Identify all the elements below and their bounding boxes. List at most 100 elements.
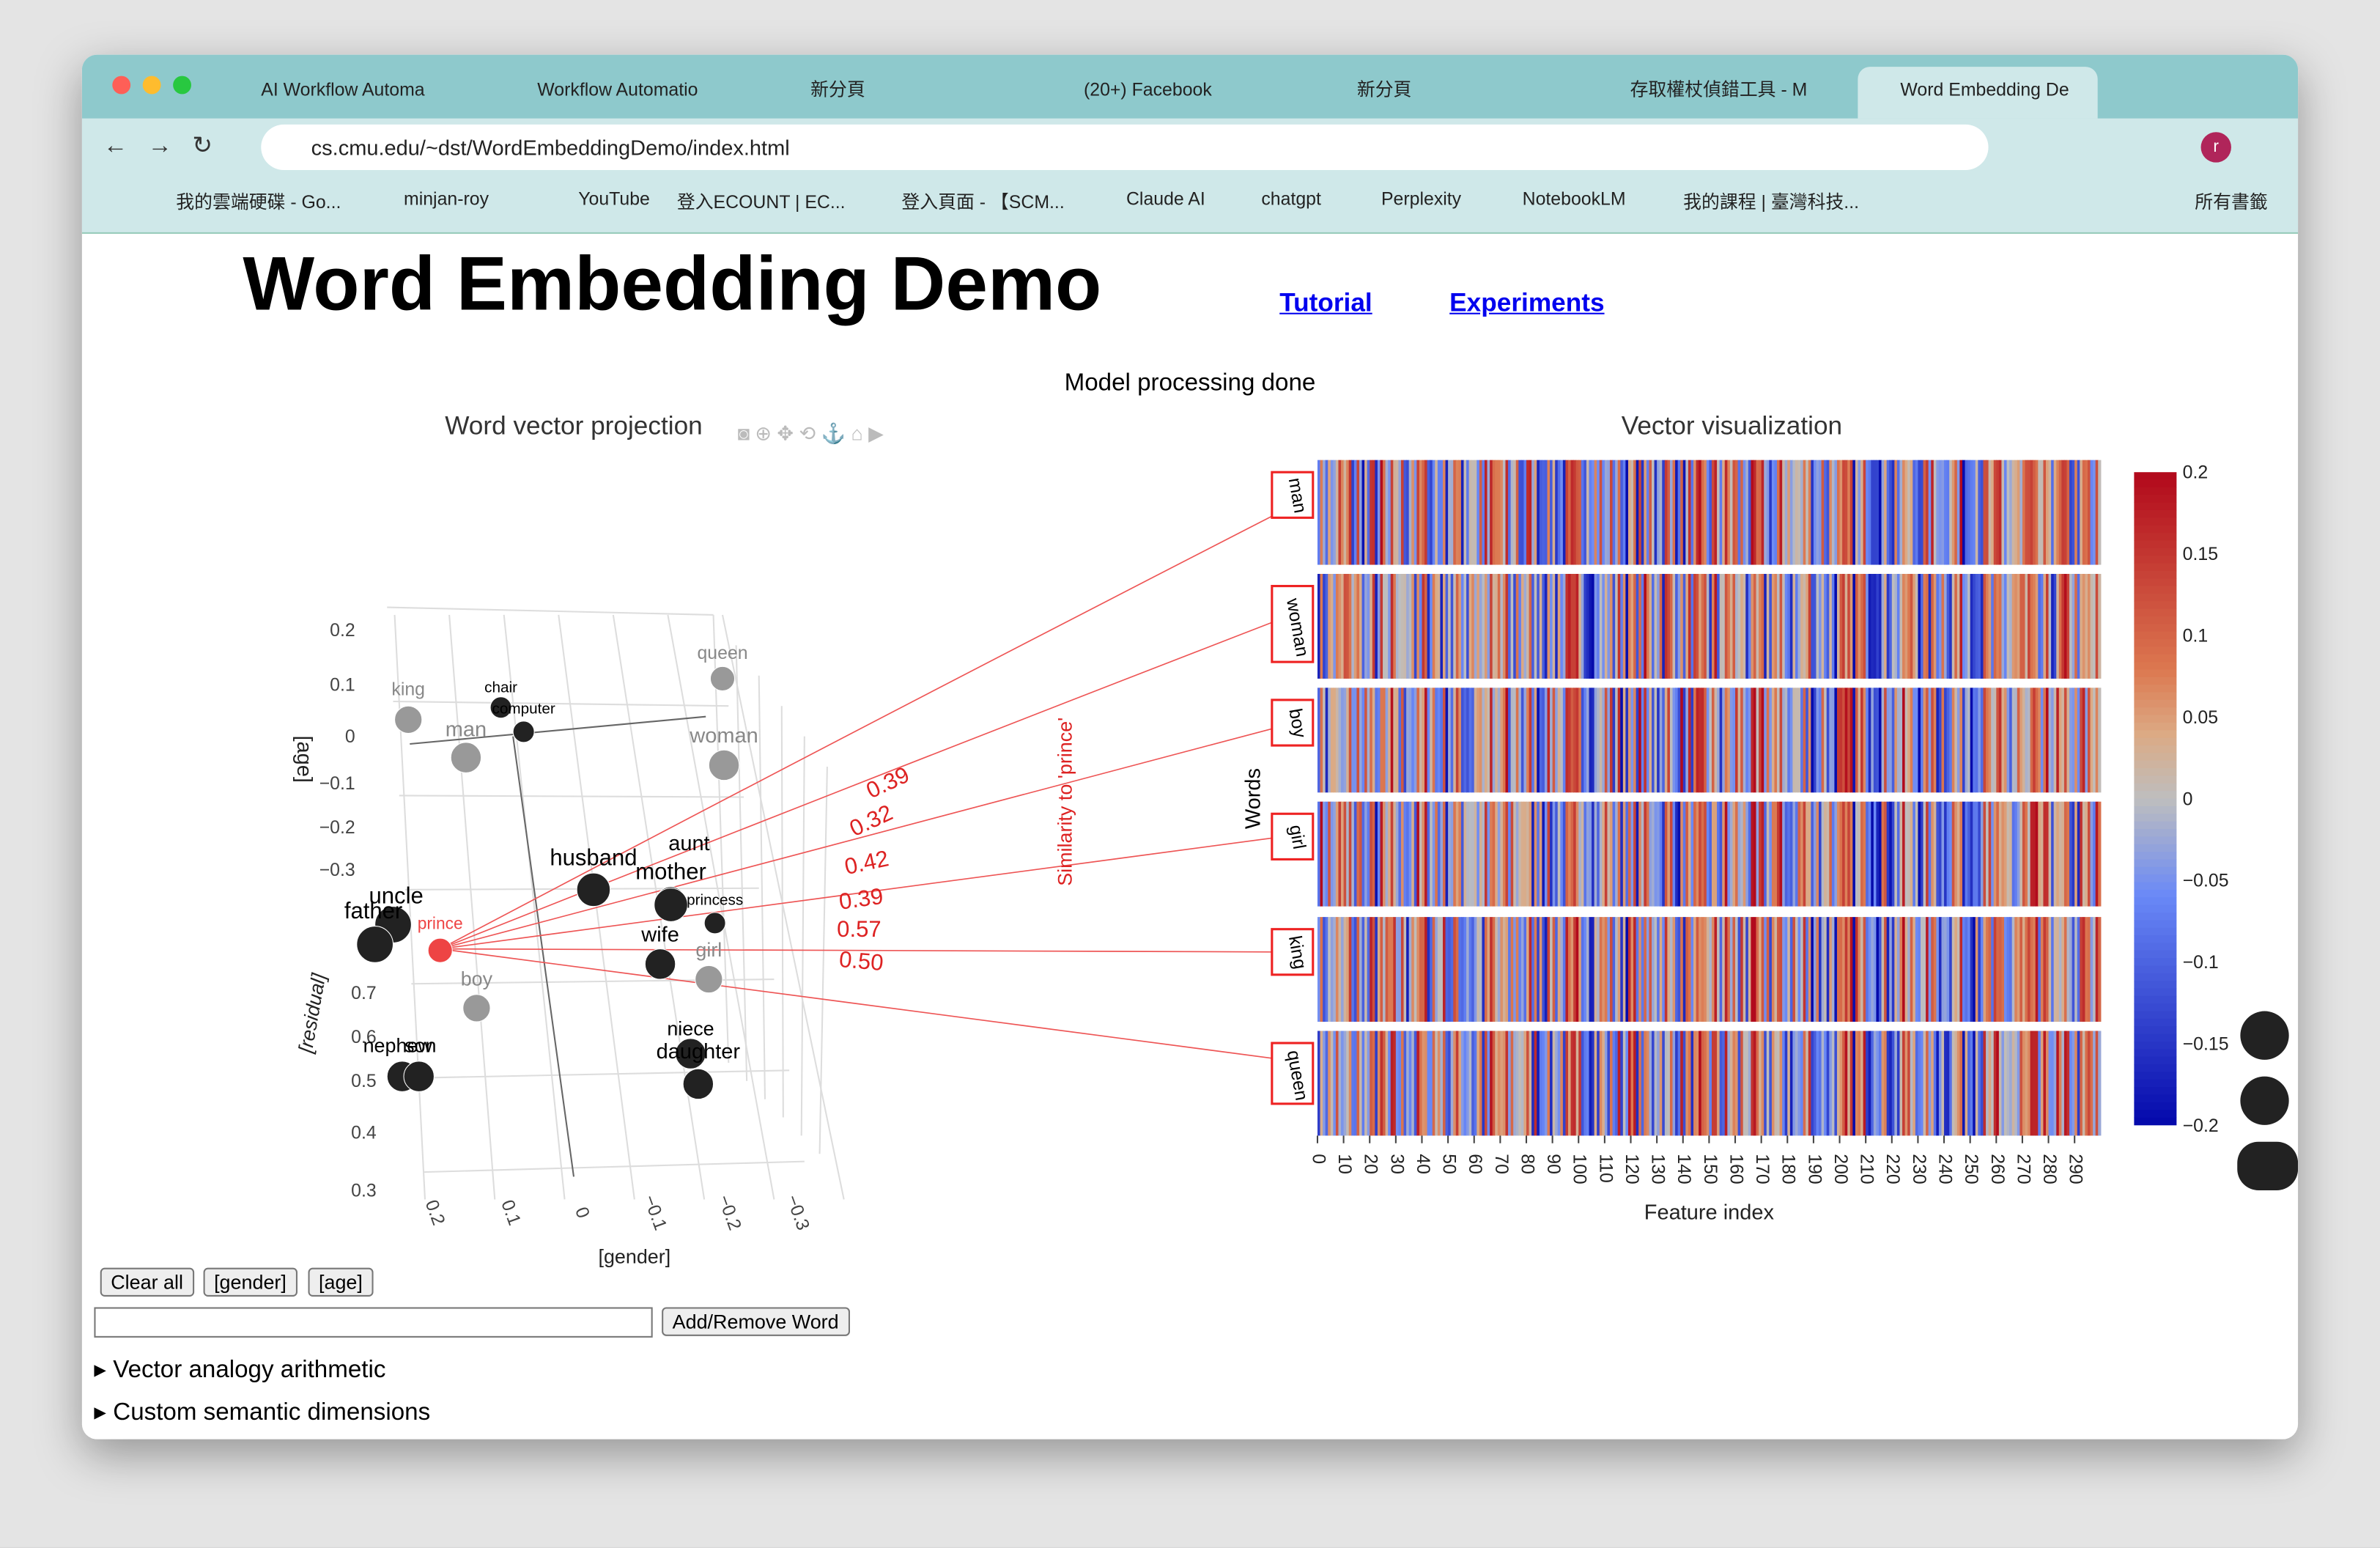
nav-buttons[interactable]: ← → ↻ [103, 133, 213, 160]
button[interactable]: [gender] [203, 1267, 298, 1297]
heatmap-cell [1740, 573, 1744, 679]
heatmap-cell [1946, 688, 1950, 793]
heatmap-cell [1510, 1031, 1514, 1136]
heatmap-cell [2028, 460, 2031, 565]
bookmark[interactable]: 登入ECOUNT | EC... [676, 191, 846, 213]
heatmap-cell [1795, 1031, 1799, 1136]
heatmap-cell [2025, 460, 2028, 565]
max-dot[interactable] [173, 75, 191, 95]
heatmap-cell [1539, 460, 1542, 565]
bookmark[interactable]: minjan-roy [403, 188, 489, 210]
word-label: mother [635, 858, 706, 884]
heatmap-cell [1826, 460, 1830, 565]
tab[interactable]: 新分頁 [810, 78, 865, 100]
heatmap-cell [1487, 1031, 1490, 1136]
bookmark-folder[interactable]: 所有書籤 [2195, 191, 2268, 213]
bookmark[interactable]: 我的雲端硬碟 - Go... [176, 191, 341, 213]
heatmap-cell [1795, 573, 1799, 679]
heatmap-cell [1341, 573, 1345, 679]
bookmark[interactable]: YouTube [578, 188, 650, 210]
heatmap-cell [1484, 1031, 1488, 1136]
heatmap-cell [1745, 460, 1749, 565]
button[interactable]: Clear all [100, 1267, 194, 1297]
link[interactable]: Tutorial [1279, 288, 1372, 317]
details[interactable]: ▸ Custom semantic dimensions [94, 1399, 431, 1426]
heatmap-cell [1795, 917, 1799, 1022]
heatmap-cell [2003, 573, 2008, 679]
heatmap-cell [1980, 573, 1984, 679]
heatmap-cell [1427, 801, 1430, 907]
floating-button[interactable] [2240, 1011, 2289, 1060]
heatmap-cell [1996, 688, 2000, 793]
heatmap-cell [1824, 573, 1828, 679]
heatmap-cell [1531, 688, 1535, 793]
heatmap-cell [1842, 801, 1846, 907]
heatmap-cell [1973, 917, 1976, 1022]
heatmap-cell [1717, 573, 1721, 679]
heatmap-cell [1918, 460, 1921, 565]
floating-button[interactable] [2237, 1141, 2299, 1190]
heatmap-cell [1988, 1031, 1992, 1136]
heatmap-cell [1654, 917, 1658, 1022]
button[interactable]: [age] [308, 1267, 374, 1297]
colorbar [2134, 699, 2177, 708]
heatmap-cell [1343, 801, 1347, 907]
heatmap-cell [1471, 917, 1475, 1022]
tab[interactable]: 存取權杖偵錯工具 - M [1630, 78, 1808, 100]
heatmap-cell [1654, 460, 1658, 565]
heatmap-cell [1795, 460, 1799, 565]
heatmap-cell [1383, 917, 1386, 1022]
tab[interactable]: Workflow Automatio [537, 78, 698, 100]
heatmap-cell [1586, 460, 1590, 565]
heatmap-cell [1333, 460, 1337, 565]
heatmap-cell [1377, 460, 1381, 565]
floating-button[interactable] [2240, 1076, 2289, 1125]
bookmark[interactable]: chatgpt [1261, 188, 1321, 210]
heatmap-cell [1688, 460, 1692, 565]
heatmap-cell [1711, 460, 1715, 565]
heatmap-cell [1884, 917, 1888, 1022]
bookmark[interactable]: 登入頁面 - 【SCM... [901, 191, 1065, 213]
tab[interactable]: 新分頁 [1356, 78, 1412, 100]
bookmark[interactable]: NotebookLM [1522, 188, 1626, 210]
heatmap-cell [1416, 917, 1420, 1022]
heatmap-cell [1523, 917, 1527, 1022]
link[interactable]: Experiments [1449, 288, 1605, 317]
heatmap-cell [1682, 573, 1686, 679]
grid-line [387, 606, 714, 616]
heatmap-cell [1633, 801, 1637, 907]
button[interactable]: Add/Remove Word [662, 1307, 850, 1336]
heatmap-cell [1711, 1031, 1715, 1136]
address-bar[interactable] [261, 124, 1989, 170]
word-label: husband [550, 845, 637, 871]
heatmap-cell [1889, 801, 1893, 907]
heatmap-cell [2090, 688, 2093, 793]
word-input[interactable] [94, 1307, 653, 1338]
bookmark[interactable]: Perplexity [1381, 188, 1462, 210]
tab[interactable]: Word Embedding De [1858, 67, 2098, 119]
close-dot[interactable] [112, 75, 131, 95]
tab[interactable]: AI Workflow Automa [261, 78, 425, 100]
heatmap-cell [1537, 573, 1540, 679]
heatmap-cell [1690, 573, 1694, 679]
heatmap-cell [1557, 917, 1561, 1022]
heatmap-cell [1487, 917, 1490, 1022]
heatmap-cell [1727, 573, 1731, 679]
heatmap-cell [1422, 917, 1425, 1022]
heatmap-cell [1800, 801, 1804, 907]
heatmap-cell [1881, 460, 1885, 565]
bookmark[interactable]: 我的課程 | 臺灣科技... [1683, 191, 1860, 213]
heatmap-cell [2063, 1031, 2068, 1136]
heatmap-cell [1323, 688, 1326, 793]
heatmap-cell [1550, 1031, 1553, 1136]
heatmap-cell [1333, 573, 1337, 679]
heatmap-cell [1581, 917, 1585, 1022]
profile[interactable]: r [2200, 132, 2231, 163]
heatmap-cell [1777, 917, 1781, 1022]
bookmark[interactable]: Claude AI [1126, 188, 1205, 210]
heatmap-cell [1816, 801, 1819, 907]
details[interactable]: ▸ Vector analogy arithmetic [94, 1357, 386, 1384]
min-dot[interactable] [142, 75, 161, 95]
heatmap-cell [2011, 1031, 2015, 1136]
tab[interactable]: (20+) Facebook [1083, 78, 1212, 100]
